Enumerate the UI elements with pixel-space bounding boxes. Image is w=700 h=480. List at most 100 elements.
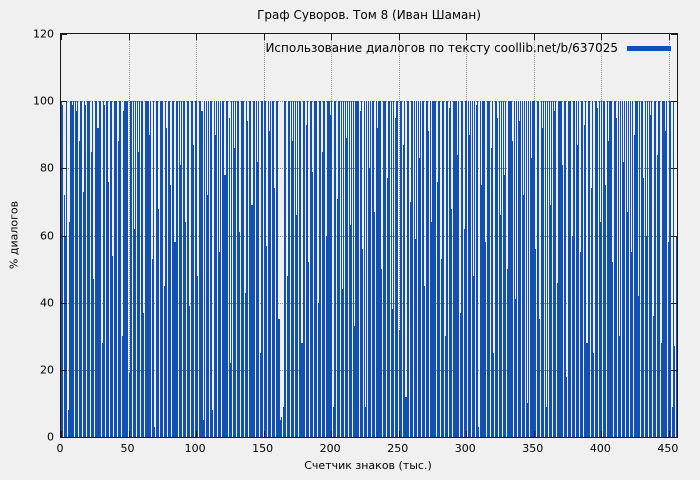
bar	[390, 101, 392, 437]
bar	[523, 195, 525, 437]
bar	[340, 101, 342, 437]
bar	[290, 101, 292, 437]
bar	[414, 238, 416, 437]
bar	[351, 101, 353, 437]
bar	[255, 101, 257, 437]
bar	[671, 406, 673, 437]
bar	[551, 101, 553, 437]
bar	[640, 101, 642, 437]
bar	[197, 275, 199, 437]
bar	[482, 101, 484, 437]
bar	[594, 101, 596, 437]
y-tick-label: 120	[33, 27, 54, 41]
bar	[132, 101, 134, 437]
bar	[649, 114, 652, 437]
bar	[305, 124, 307, 437]
bar	[281, 416, 283, 437]
x-tick-mark	[601, 34, 603, 40]
bar	[541, 128, 543, 437]
y-tick-mark	[671, 369, 677, 371]
bar	[328, 101, 330, 437]
bar	[109, 101, 111, 437]
bar	[300, 101, 302, 437]
bar	[294, 101, 296, 437]
bar	[397, 101, 399, 437]
bar	[550, 205, 552, 437]
bar	[497, 117, 499, 437]
bar	[429, 101, 431, 437]
bar	[231, 101, 233, 437]
bar	[147, 101, 149, 437]
bar	[608, 141, 610, 437]
bar	[296, 215, 298, 437]
bar	[359, 111, 361, 437]
y-tick-mark	[671, 437, 677, 438]
bar	[339, 101, 341, 437]
bar	[409, 201, 411, 437]
bar	[371, 101, 373, 437]
bar	[73, 101, 75, 437]
bar	[310, 101, 312, 437]
bar	[567, 101, 569, 437]
bar	[516, 101, 518, 437]
bar	[138, 151, 140, 437]
bar	[439, 101, 441, 437]
bar	[210, 101, 212, 437]
bar	[221, 101, 223, 437]
bar	[116, 101, 118, 437]
bar	[247, 121, 249, 437]
bar	[474, 101, 476, 437]
bar	[663, 101, 665, 437]
bar	[420, 101, 422, 437]
bar	[636, 101, 638, 437]
bar	[537, 101, 539, 437]
bar	[418, 158, 421, 437]
bar	[674, 346, 676, 437]
bar	[624, 101, 626, 437]
bar	[269, 131, 271, 437]
y-tick-mark	[61, 235, 67, 237]
gridline-horizontal	[61, 101, 677, 103]
bar	[181, 101, 183, 437]
bar	[217, 101, 219, 437]
bar	[89, 101, 91, 437]
x-tick-label: 350	[522, 442, 544, 455]
bar	[192, 101, 194, 437]
x-tick-mark	[263, 431, 265, 437]
bar	[600, 222, 602, 437]
bar	[585, 101, 587, 437]
bar	[485, 242, 487, 437]
x-tick-label: 0	[56, 442, 64, 455]
bar	[274, 188, 276, 437]
bar	[244, 292, 246, 437]
bar	[270, 101, 272, 437]
bar	[373, 101, 375, 437]
bar	[543, 101, 545, 437]
x-tick-mark	[196, 431, 198, 437]
bar	[240, 101, 242, 437]
bar	[106, 101, 108, 437]
bar	[475, 104, 477, 437]
bar	[614, 101, 616, 437]
x-tick-mark	[331, 34, 333, 40]
x-tick-label: 50	[120, 442, 135, 455]
bar	[572, 101, 575, 437]
bar	[200, 101, 202, 437]
bar	[136, 101, 138, 437]
bar	[579, 252, 581, 437]
bars-layer	[61, 34, 677, 437]
bar	[451, 208, 453, 437]
bar	[504, 175, 506, 437]
bar	[417, 101, 419, 437]
bar	[355, 101, 357, 437]
bar	[570, 101, 572, 437]
bar	[560, 101, 562, 437]
bar	[225, 101, 227, 437]
bar	[275, 101, 277, 437]
bar	[462, 101, 464, 437]
bar	[486, 101, 488, 437]
bar	[213, 101, 215, 437]
bar	[529, 101, 531, 437]
bar	[443, 101, 445, 437]
bar	[396, 101, 398, 437]
